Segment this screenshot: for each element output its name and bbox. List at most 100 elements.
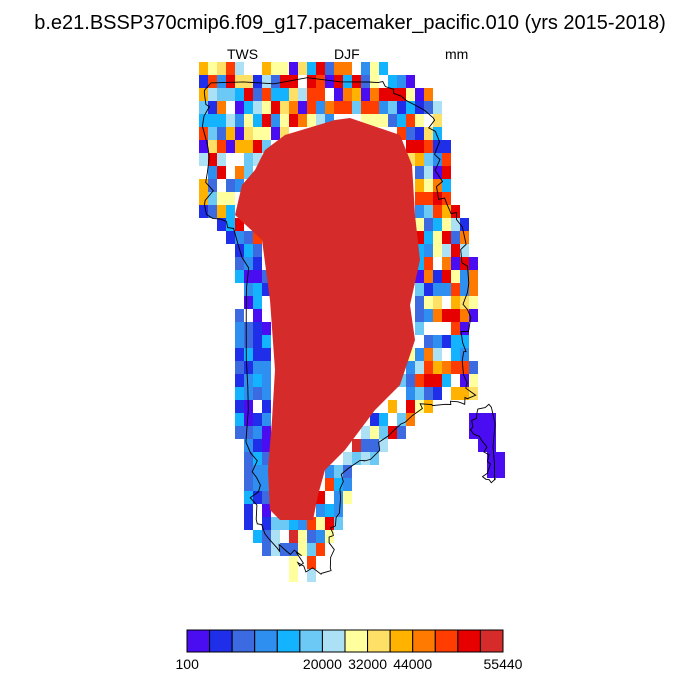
map-cell [379, 88, 388, 101]
map-cell [424, 205, 433, 218]
map-cell [343, 62, 352, 75]
map-cell [226, 88, 235, 101]
map-cell [469, 309, 478, 322]
map-cell [406, 374, 415, 387]
map-cell [262, 270, 271, 283]
map-cell [226, 75, 235, 88]
map-cell [442, 218, 451, 231]
map-cell [253, 75, 262, 88]
map-cell [361, 452, 370, 465]
map-cell [208, 140, 217, 153]
map-cell [235, 413, 244, 426]
ice-sheet-interior [235, 118, 420, 520]
map-cell [415, 348, 424, 361]
map-cell [298, 114, 307, 127]
map-cell [451, 257, 460, 270]
map-cell [415, 179, 424, 192]
map-cell [253, 335, 262, 348]
map-cell [424, 179, 433, 192]
map-cell [478, 439, 487, 452]
map-cell [271, 101, 280, 114]
map-cell [406, 387, 415, 400]
map-cell [244, 283, 253, 296]
map-cell [388, 114, 397, 127]
colorbar-label: 32000 [348, 656, 387, 672]
map-cell [235, 166, 244, 179]
map-cell [271, 530, 280, 543]
map-cell [289, 530, 298, 543]
map-cell [217, 192, 226, 205]
map-cell [253, 413, 262, 426]
map-cell [424, 361, 433, 374]
map-cell [253, 283, 262, 296]
map-cell [217, 62, 226, 75]
map-cell [415, 361, 424, 374]
map-cell [424, 101, 433, 114]
map-cell [253, 270, 262, 283]
map-cell [262, 88, 271, 101]
map-cell [271, 543, 280, 556]
map-cell [442, 231, 451, 244]
map-cell [415, 231, 424, 244]
map-cell [253, 322, 262, 335]
map-cell [397, 114, 406, 127]
map-cell [226, 218, 235, 231]
map-cell [244, 127, 253, 140]
map-cell [406, 153, 415, 166]
map-cell [406, 361, 415, 374]
map-cell [469, 270, 478, 283]
map-cell [199, 62, 208, 75]
map-cell [469, 296, 478, 309]
map-cell [289, 543, 298, 556]
map-cell [307, 556, 316, 569]
map-cell [199, 140, 208, 153]
map-cell [208, 166, 217, 179]
map-cell [469, 257, 478, 270]
map-cell [298, 88, 307, 101]
map-cell [244, 413, 253, 426]
map-cell [262, 413, 271, 426]
map-cell [244, 452, 253, 465]
map-cell [424, 257, 433, 270]
map-cell [388, 88, 397, 101]
map-cell [397, 426, 406, 439]
map-cell [370, 426, 379, 439]
map-cell [451, 231, 460, 244]
map-cell [289, 114, 298, 127]
map-cell [433, 309, 442, 322]
map-cell [244, 114, 253, 127]
map-cell [298, 530, 307, 543]
map-cell [316, 88, 325, 101]
map-cell [253, 101, 262, 114]
map-cell [460, 374, 469, 387]
map-cell [208, 205, 217, 218]
map-cell [235, 114, 244, 127]
map-cell [478, 426, 487, 439]
map-cell [415, 387, 424, 400]
map-cell [424, 218, 433, 231]
map-cell [370, 413, 379, 426]
map-cell [415, 322, 424, 335]
map-cell [334, 62, 343, 75]
colorbar-box [344, 629, 369, 653]
map-cell [289, 101, 298, 114]
map-cell [244, 465, 253, 478]
map-cell [379, 114, 388, 127]
map-cell [415, 244, 424, 257]
map-cell [199, 101, 208, 114]
season-label: DJF [334, 46, 360, 62]
map-cell [433, 374, 442, 387]
map-cell [316, 62, 325, 75]
map-cell [352, 101, 361, 114]
colorbar-box [479, 629, 504, 653]
map-cell [343, 478, 352, 491]
map-cell [208, 101, 217, 114]
map-cell [415, 88, 424, 101]
map-cell [433, 166, 442, 179]
map-cell [415, 374, 424, 387]
map-cell [406, 127, 415, 140]
map-cell [217, 75, 226, 88]
map-cell [235, 231, 244, 244]
map-cell [253, 361, 262, 374]
map-cell [361, 439, 370, 452]
